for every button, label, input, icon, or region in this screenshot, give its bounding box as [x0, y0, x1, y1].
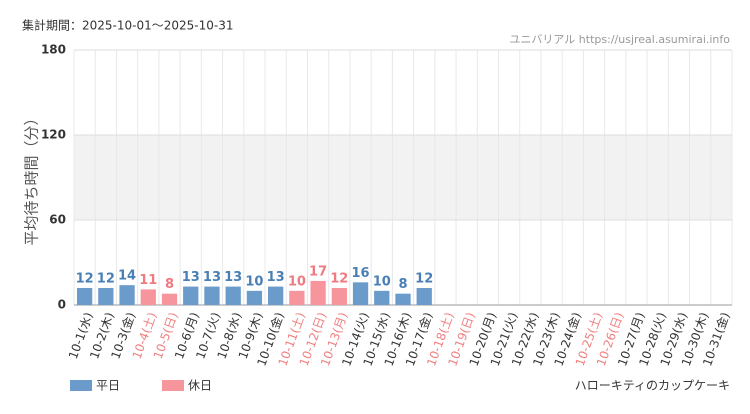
- bar: [183, 286, 199, 305]
- legend-label: 休日: [188, 379, 212, 393]
- bar: [289, 290, 305, 305]
- value-label: 13: [267, 270, 285, 285]
- bar: [310, 280, 326, 305]
- source: ユニバリアル https://usjreal.asumirai.info: [509, 33, 730, 46]
- value-label: 13: [224, 270, 242, 285]
- value-label: 8: [165, 277, 174, 292]
- value-label: 10: [245, 274, 263, 289]
- bar: [98, 288, 114, 305]
- value-label: 8: [398, 277, 407, 292]
- shaded-band: [74, 135, 732, 220]
- bar: [395, 293, 411, 305]
- bar: [331, 288, 347, 305]
- subject: ハローキティのカップケーキ: [575, 379, 730, 393]
- y-tick-label: 60: [49, 213, 66, 227]
- value-label: 16: [352, 266, 370, 281]
- legend-swatch: [162, 380, 184, 391]
- bar: [246, 290, 263, 305]
- y-tick-label: 0: [58, 298, 66, 312]
- bar: [268, 286, 284, 305]
- value-label: 12: [76, 272, 94, 287]
- bar: [161, 293, 178, 305]
- value-label: 17: [309, 264, 327, 279]
- y-tick-label: 180: [41, 43, 66, 57]
- value-label: 10: [288, 274, 306, 289]
- bar: [76, 288, 93, 305]
- bar: [416, 288, 432, 305]
- value-label: 11: [139, 273, 157, 288]
- period: 集計期間：2025-10-01～2025-10-31: [22, 18, 233, 33]
- bar: [204, 286, 220, 305]
- value-label: 12: [415, 272, 433, 287]
- value-label: 13: [203, 270, 221, 285]
- bar: [352, 282, 369, 305]
- bar: [225, 286, 241, 305]
- value-label: 10: [373, 274, 391, 289]
- value-label: 12: [97, 272, 115, 287]
- legend-label: 平日: [96, 379, 120, 393]
- value-label: 13: [182, 270, 200, 285]
- value-label: 12: [330, 272, 348, 287]
- bar: [374, 290, 390, 305]
- legend-swatch: [70, 380, 92, 391]
- y-tick-label: 120: [41, 128, 66, 142]
- bar: [119, 285, 135, 305]
- bar: [140, 289, 156, 305]
- value-label: 14: [118, 269, 136, 284]
- y-axis-title: 平均待ち時間（分）: [23, 110, 41, 245]
